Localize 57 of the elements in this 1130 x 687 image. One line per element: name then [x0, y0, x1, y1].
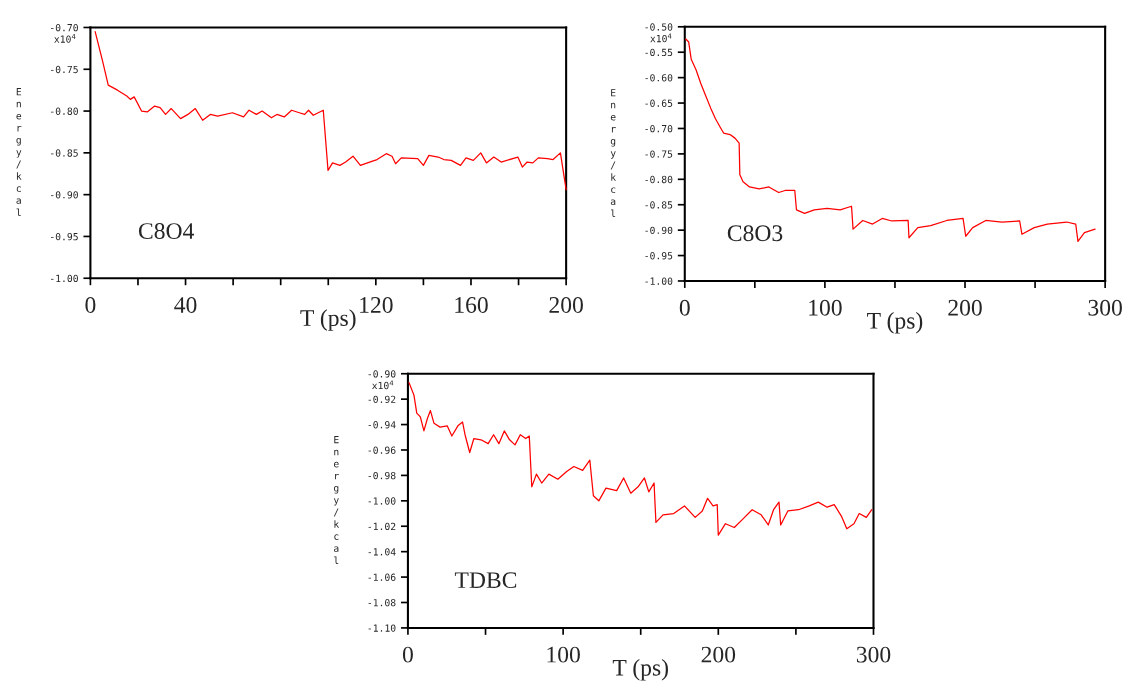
x-tick-label: 100	[547, 646, 580, 663]
line-series	[94, 31, 567, 191]
y-tick-label: -0.90	[645, 226, 673, 234]
y-tick-label: -1.04	[368, 548, 396, 556]
y-tick-label: -0.60	[645, 74, 673, 82]
x-tick-label: 0	[679, 299, 690, 316]
x-axis-title: T (ps)	[867, 312, 923, 334]
y-tick-label: -0.94	[368, 421, 396, 429]
y-tick-label: -0.75	[645, 150, 673, 158]
text: Energy/kcal	[610, 89, 616, 217]
y-tick-label: -1.06	[368, 573, 396, 581]
x-tick-label: 120	[360, 296, 393, 313]
y-tick-label: -1.00	[368, 497, 396, 505]
annotation: C8O4	[138, 223, 195, 240]
x-tick-label: 200	[549, 296, 583, 313]
x-tick-label: 300	[1088, 299, 1122, 316]
x-tick-label: 0	[85, 296, 96, 313]
x-tick-label: 0	[402, 646, 413, 663]
x-axis-title: T (ps)	[300, 309, 356, 331]
y-tick-label: -0.50	[645, 23, 673, 31]
x-tick-label: 100	[809, 299, 842, 316]
line-series	[408, 381, 873, 536]
y-tick-label: -0.55	[645, 48, 673, 57]
x-tick-label: 160	[455, 296, 488, 313]
x-tick-label: 200	[701, 646, 736, 663]
y-tick-label: -0.80	[645, 175, 673, 184]
y-tick-label: -0.70	[645, 124, 673, 133]
y-tick-label: -1.08	[368, 599, 396, 607]
line-series	[685, 38, 1096, 242]
text: x10$^{4}$	[372, 380, 394, 390]
y-tick-label: -1.00	[645, 277, 673, 285]
y-tick-label: -0.95	[51, 232, 78, 241]
x-tick-label: 40	[174, 296, 197, 313]
y-tick-label: -0.90	[51, 191, 78, 199]
y-tick-label: -0.65	[645, 99, 673, 107]
y-tick-label: -0.95	[645, 252, 673, 260]
x-tick-label: 300	[856, 646, 891, 663]
y-tick-label: -0.92	[368, 395, 396, 403]
y-tick-label: -1.02	[368, 522, 396, 531]
text: Energy/kcal	[333, 436, 340, 564]
x-tick-label: 200	[948, 299, 982, 316]
y-tick-label: -0.85	[51, 149, 78, 157]
y-tick-label: -0.80	[51, 107, 78, 115]
text: Energy/kcal	[16, 88, 22, 216]
y-tick-label: -0.85	[645, 201, 673, 209]
y-tick-label: -0.98	[368, 471, 396, 480]
y-tick-label: -0.90	[368, 370, 396, 378]
y-tick-label: -1.00	[51, 274, 78, 283]
y-tick-label: -0.75	[51, 65, 78, 74]
y-tick-label: -1.10	[368, 624, 396, 632]
text: x10$^{4}$	[650, 33, 672, 43]
annotation: C8O3	[727, 225, 783, 242]
y-tick-label: -0.96	[368, 446, 396, 454]
text: x10$^{4}$	[54, 33, 76, 43]
y-tick-label: -0.70	[51, 23, 78, 32]
annotation: TDBC	[454, 572, 517, 589]
x-axis-title: T (ps)	[612, 659, 668, 681]
